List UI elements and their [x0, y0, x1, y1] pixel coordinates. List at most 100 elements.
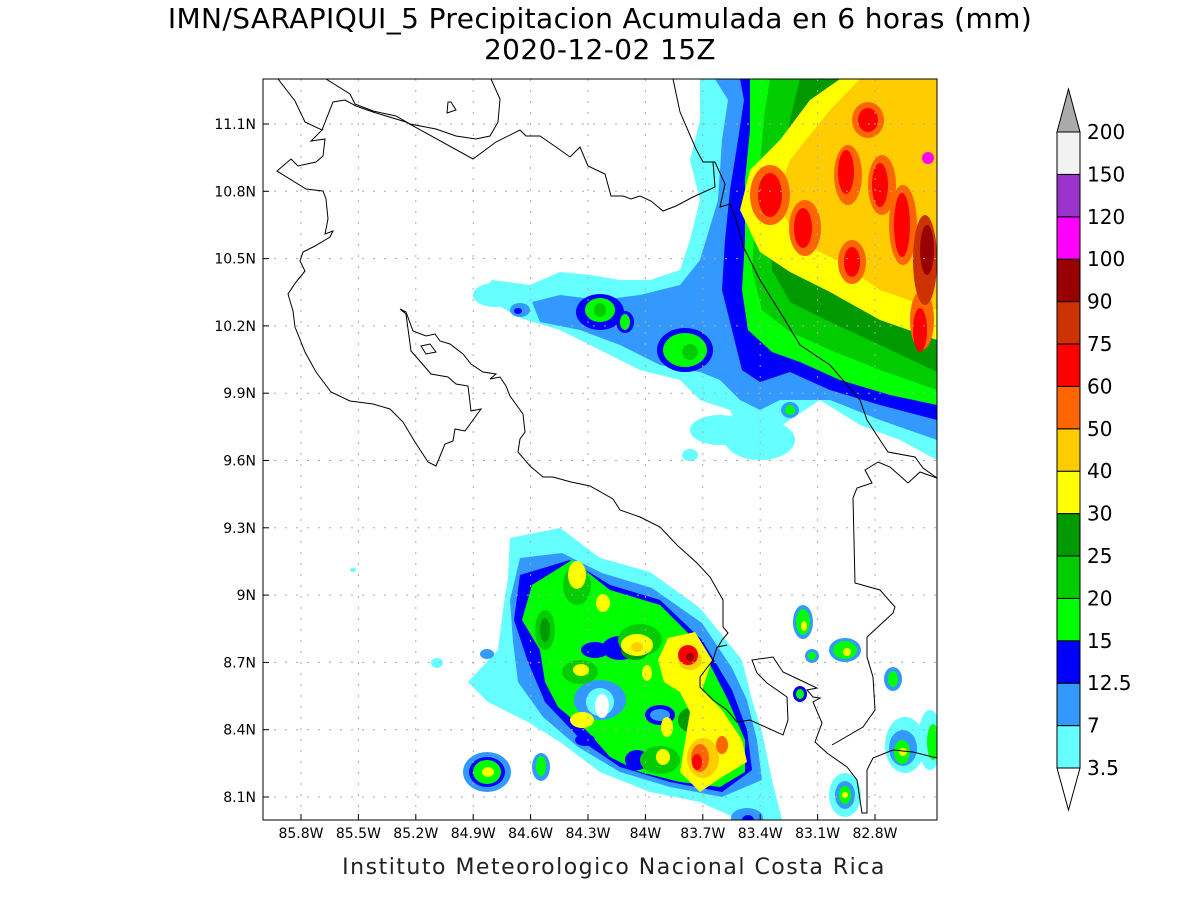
- precip-contour-30: [570, 712, 594, 728]
- precip-contour-15: [796, 689, 804, 699]
- gulf-island: [420, 343, 437, 355]
- precip-contour-40: [631, 642, 643, 652]
- precip-contour-30: [642, 665, 652, 681]
- precip-contour-15: [808, 652, 816, 660]
- precip-contour-3_5: [690, 415, 750, 445]
- precip-contour-12_5: [575, 734, 595, 746]
- lat-tick-label: 9.9N: [223, 386, 256, 402]
- map-frame: [262, 78, 938, 821]
- precip-contour-12_5: [581, 642, 609, 658]
- precip-contour-30: [656, 749, 670, 765]
- map-subtitle: 2020-12-02 15Z: [483, 33, 717, 66]
- lat-tick-label: 11.1N: [214, 117, 256, 133]
- colorbar-label: 30: [1087, 502, 1112, 526]
- lon-tick-label: 84W: [630, 826, 662, 842]
- longitude-axis: 85.8W 85.5W 85.2W 84.9W 84.6W 84.3W 84W 83.7W 83…: [278, 826, 897, 842]
- precip-contour-60: [913, 308, 927, 352]
- colorbar-swatch: [1056, 258, 1081, 303]
- colorbar-swatch: [1056, 131, 1081, 175]
- precip-contour-30: [573, 664, 589, 676]
- colorbar-swatch: [1056, 343, 1081, 387]
- colorbar-swatch: [1056, 513, 1081, 557]
- lat-tick-label: 9.3N: [223, 521, 256, 537]
- precip-contour-60: [794, 208, 812, 248]
- lat-tick-label: 9.6N: [223, 454, 256, 470]
- colorbar-label: 50: [1087, 417, 1112, 441]
- precip-contour-15: [927, 724, 937, 760]
- precipitation-field: [350, 79, 937, 820]
- colorbar-swatch: [1056, 385, 1081, 430]
- colorbar-label: 7: [1087, 714, 1100, 738]
- colorbar-label: 12.5: [1087, 671, 1132, 695]
- colorbar-over-arrow: [1056, 87, 1081, 133]
- caribbean-coast: [672, 79, 937, 479]
- colorbar-label: 3.5: [1087, 756, 1119, 780]
- colorbar-label: 20: [1087, 586, 1112, 610]
- lon-tick-label: 82.8W: [852, 826, 897, 842]
- precip-contour-90: [686, 653, 694, 661]
- colorbar-under-arrow: [1056, 767, 1081, 812]
- grid-lines: [263, 79, 937, 820]
- map-title: IMN/SARAPIQUI_5 Precipitacion Acumulada …: [167, 2, 1033, 35]
- footer-credit: Instituto Meteorologico Nacional Costa R…: [342, 855, 886, 880]
- lat-tick-label: 10.2N: [214, 319, 256, 335]
- precip-contour-12_5: [742, 815, 754, 820]
- precip-contour-50: [716, 736, 728, 754]
- lon-tick-label: 85.2W: [393, 826, 438, 842]
- coastlines: [276, 79, 937, 814]
- lat-tick-label: 9N: [237, 588, 256, 604]
- precip-contour-30: [661, 717, 673, 737]
- lon-tick-label: 83.4W: [738, 826, 783, 842]
- lake-nicaragua-shore: [325, 79, 501, 140]
- precip-contour-60: [692, 754, 702, 770]
- pacific-coast-north: [276, 128, 937, 814]
- precip-contour-30: [568, 561, 586, 589]
- colorbar-swatch: [1056, 428, 1081, 472]
- precip-contour-none: [595, 694, 609, 718]
- precip-contour-15: [888, 671, 898, 687]
- precip-contour-100: [922, 152, 934, 164]
- precip-contour-30: [899, 748, 907, 756]
- colorbar-label: 60: [1087, 374, 1112, 398]
- precip-contour-60: [858, 108, 878, 132]
- lat-tick-label: 10.5N: [214, 252, 256, 268]
- precip-contour-3_5: [682, 449, 698, 461]
- colorbar-swatch: [1056, 301, 1081, 345]
- lon-tick-label: 84.3W: [565, 826, 610, 842]
- precip-contour-30: [801, 621, 807, 631]
- colorbar-swatch: [1056, 216, 1081, 260]
- colorbar-label: 40: [1087, 459, 1112, 483]
- colorbar-label: 90: [1087, 290, 1112, 314]
- precip-contour-7: [731, 808, 763, 820]
- lat-tick-label: 8.7N: [223, 655, 256, 671]
- precip-contour-30: [482, 767, 494, 777]
- lat-tick-label: 8.1N: [223, 790, 256, 806]
- colorbar-swatch: [1056, 173, 1081, 218]
- colorbar-swatch: [1056, 470, 1081, 515]
- lat-tick-label: 8.4N: [223, 723, 256, 739]
- colorbar-swatch: [1056, 725, 1081, 769]
- lon-tick-label: 85.8W: [278, 826, 323, 842]
- lon-tick-label: 85.5W: [336, 826, 381, 842]
- precip-contour-60: [844, 247, 860, 277]
- latitude-axis: 11.1N 10.8N 10.5N 10.2N 9.9N 9.6N 9.3N 9N 8.7N 8.…: [214, 117, 256, 806]
- precip-contour-3_5: [431, 658, 443, 668]
- lon-tick-label: 83.1W: [795, 826, 840, 842]
- precip-contour-3_5: [350, 568, 356, 572]
- precip-contour-60: [872, 163, 888, 207]
- lat-tick-label: 10.8N: [214, 184, 256, 200]
- precip-contour-25: [540, 618, 550, 642]
- colorbar-swatch: [1056, 640, 1081, 684]
- precip-contour-15: [536, 756, 546, 776]
- lon-tick-label: 84.9W: [451, 826, 496, 842]
- lon-tick-label: 84.6W: [508, 826, 553, 842]
- colorbar-swatch: [1056, 597, 1081, 642]
- nicaragua-border: [277, 79, 716, 212]
- colorbar-label: 200: [1087, 120, 1125, 144]
- precip-contour-60: [758, 173, 782, 217]
- colorbar-label: 150: [1087, 162, 1125, 186]
- colorbar-label: 25: [1087, 544, 1112, 568]
- precip-contour-15: [620, 314, 630, 330]
- colorbar-label: 120: [1087, 205, 1125, 229]
